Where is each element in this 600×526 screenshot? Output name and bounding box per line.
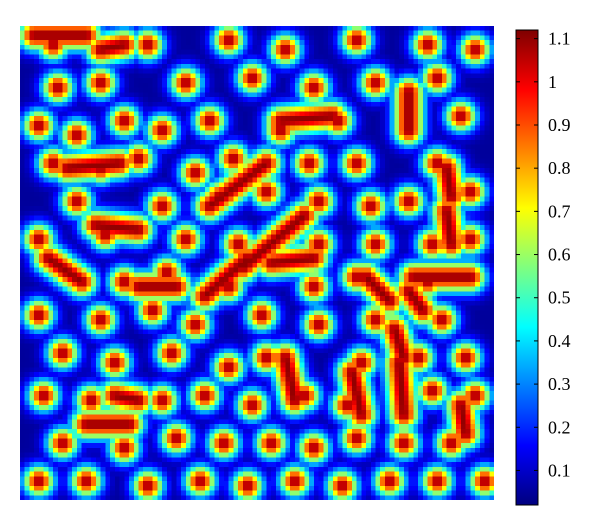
heatmap-image (20, 26, 494, 500)
colorbar-tick-label: 0.4 (548, 331, 571, 351)
colorbar-gradient (515, 29, 539, 506)
colorbar-tick-label: 0.7 (548, 201, 571, 221)
colorbar-tick-label: 0.2 (548, 417, 571, 437)
heatmap-plot (20, 26, 494, 500)
colorbar: 0.1 0.2 0.3 0.4 0.5 0.6 0.7 0.8 0.9 1 1.1 (515, 29, 571, 506)
colorbar-tick-label: 0.1 (548, 460, 571, 480)
colorbar-tick-label: 1 (548, 72, 557, 92)
colorbar-tick-label: 0.9 (548, 115, 571, 135)
colorbar-tick-label: 0.3 (548, 374, 571, 394)
colorbar-tick-label: 0.6 (548, 245, 571, 265)
colorbar-tick-label: 0.8 (548, 158, 571, 178)
colorbar-tick-label: 0.5 (548, 288, 571, 308)
colorbar-tick-label: 1.1 (548, 29, 571, 49)
